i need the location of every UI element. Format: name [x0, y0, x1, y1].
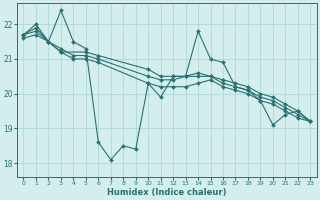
X-axis label: Humidex (Indice chaleur): Humidex (Indice chaleur)	[107, 188, 227, 197]
